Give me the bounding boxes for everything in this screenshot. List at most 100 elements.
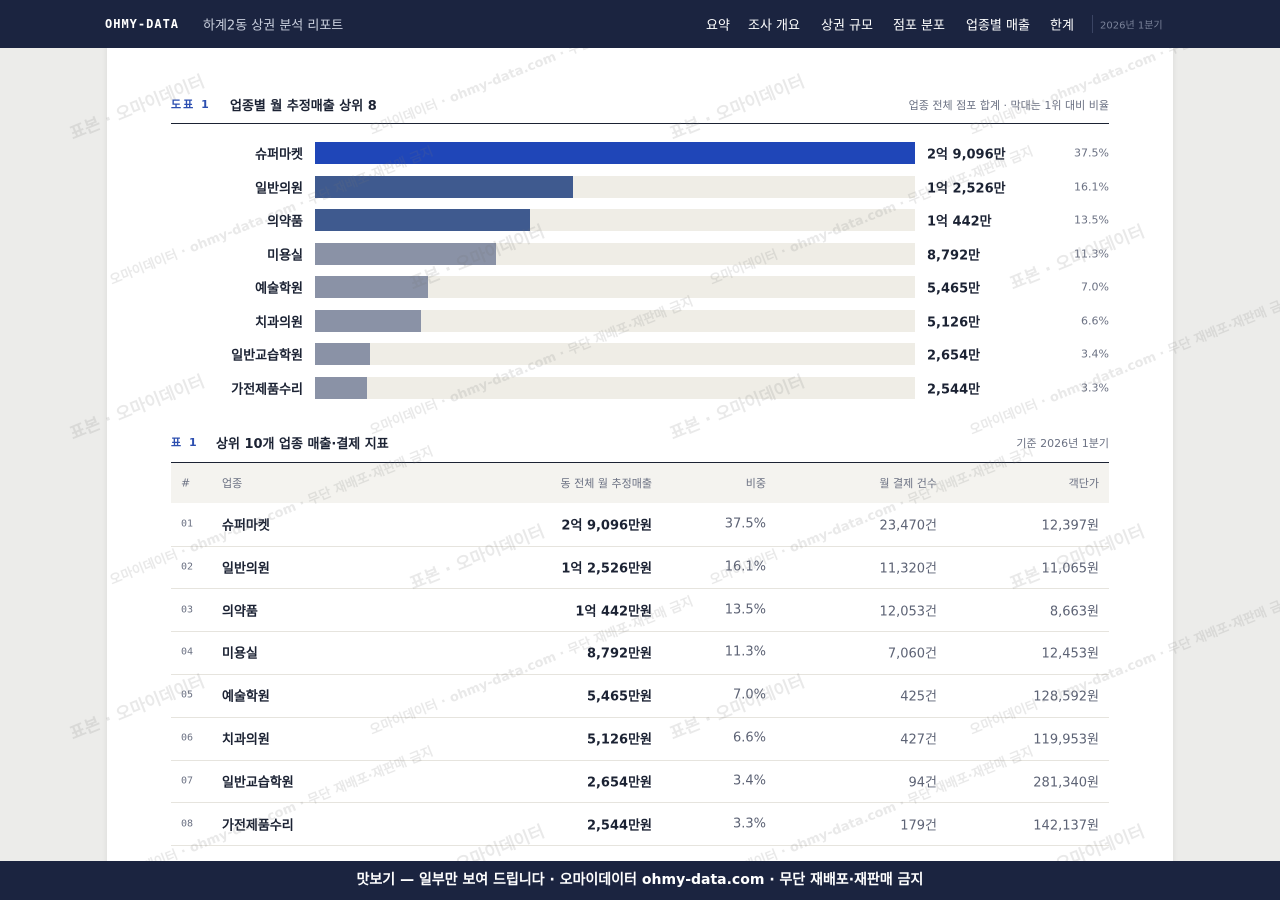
table-cell: 03 <box>181 604 194 616</box>
nav-link[interactable]: 한계 <box>1050 18 1074 34</box>
period: 2026년 1분기 <box>1100 20 1163 32</box>
table-cell: 427건 <box>900 732 937 748</box>
figure-caption: 업종 전체 점포 합계 · 막대는 1위 대비 비율 <box>908 99 1109 112</box>
table-cell: 7.0% <box>732 687 766 703</box>
table-cell: 13.5% <box>724 602 766 618</box>
table-cell: 1억 442만원 <box>575 604 652 620</box>
table-cell: 07 <box>181 775 194 787</box>
table-cell: 16.1% <box>724 559 766 575</box>
bar-category: 일반교습학원 <box>231 348 303 364</box>
bar-value-label: 2,654만 <box>927 348 981 364</box>
bar-share-label: 7.0% <box>1081 280 1109 294</box>
table-cell: 06 <box>181 732 194 744</box>
table-cell: 179건 <box>900 818 937 834</box>
row-divider <box>171 759 1109 761</box>
figure-title: 업종별 월 추정매출 상위 8 <box>230 99 377 114</box>
bar <box>315 242 497 265</box>
bar-category: 일반의원 <box>255 181 303 196</box>
table-cell: 5,465만원 <box>586 689 652 705</box>
bar-share-label: 16.1% <box>1074 180 1109 193</box>
bar <box>315 309 421 332</box>
table-cell: 5,126만원 <box>586 732 652 748</box>
bar <box>315 343 370 365</box>
table-cell: 2,654만원 <box>586 775 652 791</box>
table-cell: 슈퍼마켓 <box>222 518 270 534</box>
bar-share-label: 6.6% <box>1081 314 1109 327</box>
table-cell: 281,340원 <box>1033 775 1099 791</box>
row-divider <box>171 716 1109 718</box>
bar-share-label: 37.5% <box>1074 146 1109 160</box>
table-header-cell: 업종 <box>222 477 243 490</box>
table-cell: 01 <box>181 518 194 530</box>
bar-value-label: 8,792만 <box>927 248 981 263</box>
bar <box>315 376 368 399</box>
table-cell: 23,470건 <box>879 518 937 534</box>
table-cell: 37.5% <box>724 516 766 532</box>
separator <box>1092 15 1093 33</box>
table-cell: 일반교습학원 <box>222 775 294 791</box>
bar-value-label: 5,126만 <box>927 315 981 330</box>
bar-category: 예술학원 <box>255 281 303 297</box>
table-header-row <box>171 463 1109 503</box>
table-cell: 2억 9,096만원 <box>561 518 652 534</box>
row-divider <box>171 631 1109 633</box>
bar-value-label: 5,465만 <box>927 281 981 297</box>
bar-share-label: 3.4% <box>1081 347 1109 361</box>
bar-category: 슈퍼마켓 <box>255 147 303 163</box>
bar <box>315 209 531 231</box>
row-divider <box>171 673 1109 675</box>
bar-value-label: 2,544만 <box>927 382 981 397</box>
bar <box>315 142 915 164</box>
nav-link[interactable]: 조사 개요 <box>748 18 800 34</box>
table-cell: 02 <box>181 561 194 573</box>
nav-link[interactable]: 업종별 매출 <box>966 18 1030 34</box>
table-header-cell: 동 전체 월 추정매출 <box>560 477 652 490</box>
bar-category: 의약품 <box>267 214 303 230</box>
table-cell: 일반의원 <box>222 561 270 577</box>
table-cell: 04 <box>181 646 194 658</box>
table-cell: 7,060건 <box>887 646 937 662</box>
table-cell: 예술학원 <box>222 689 270 705</box>
table-header-cell: 객단가 <box>1068 477 1099 490</box>
table-cell: 12,397원 <box>1041 518 1099 534</box>
bar-track <box>315 309 915 332</box>
bar-share-label: 3.3% <box>1081 381 1109 394</box>
table-header-cell: 비중 <box>745 477 766 490</box>
nav-link[interactable]: 요약 <box>706 18 730 34</box>
table-cell: 의약품 <box>222 604 258 620</box>
table-cell: 6.6% <box>732 730 766 746</box>
table-cell: 1억 2,526만원 <box>561 561 652 577</box>
table-cell: 425건 <box>900 689 937 705</box>
table-cell: 2,544만원 <box>586 818 652 834</box>
rule <box>171 462 1109 463</box>
bar-value-label: 2억 9,096만 <box>927 147 1006 163</box>
table-cell: 8,792만원 <box>586 646 652 662</box>
table-cell: 94건 <box>908 775 937 791</box>
rule <box>171 123 1109 124</box>
table-cell: 가전제품수리 <box>222 818 294 834</box>
brand[interactable]: OHMY-DATA <box>105 17 180 31</box>
bar-track <box>315 376 915 399</box>
table-note: 기준 2026년 1분기 <box>1016 437 1109 450</box>
table-cell: 11.3% <box>724 644 766 660</box>
footer: 맛보기 — 일부만 보여 드립니다 · 오마이데이터 ohmy-data.com… <box>0 861 1280 900</box>
table-cell: 119,953원 <box>1033 732 1099 748</box>
bar-category: 가전제품수리 <box>231 382 303 397</box>
table-header-cell: 월 결제 건수 <box>879 477 937 490</box>
nav-link[interactable]: 상권 규모 <box>821 18 873 34</box>
table-cell: 미용실 <box>222 646 258 662</box>
table-cell: 128,592원 <box>1033 689 1099 705</box>
bar-share-label: 11.3% <box>1074 247 1109 260</box>
nav-link[interactable]: 점포 분포 <box>893 18 945 34</box>
table-title: 상위 10개 업종 매출·결제 지표 <box>216 437 389 452</box>
top-nav: OHMY-DATA 하계2동 상권 분석 리포트 2026년 1분기 요약 조사 … <box>0 0 1280 48</box>
bar-value-label: 1억 442만 <box>927 214 992 230</box>
bar-category: 치과의원 <box>255 315 303 330</box>
bar-category: 미용실 <box>267 248 303 263</box>
table-cell: 05 <box>181 689 194 701</box>
report-subtitle: 하계2동 상권 분석 리포트 <box>203 18 344 34</box>
table-cell: 11,065원 <box>1041 561 1099 577</box>
bar-share-label: 13.5% <box>1074 213 1109 227</box>
table-cell: 3.4% <box>732 773 766 789</box>
row-divider <box>171 545 1109 547</box>
